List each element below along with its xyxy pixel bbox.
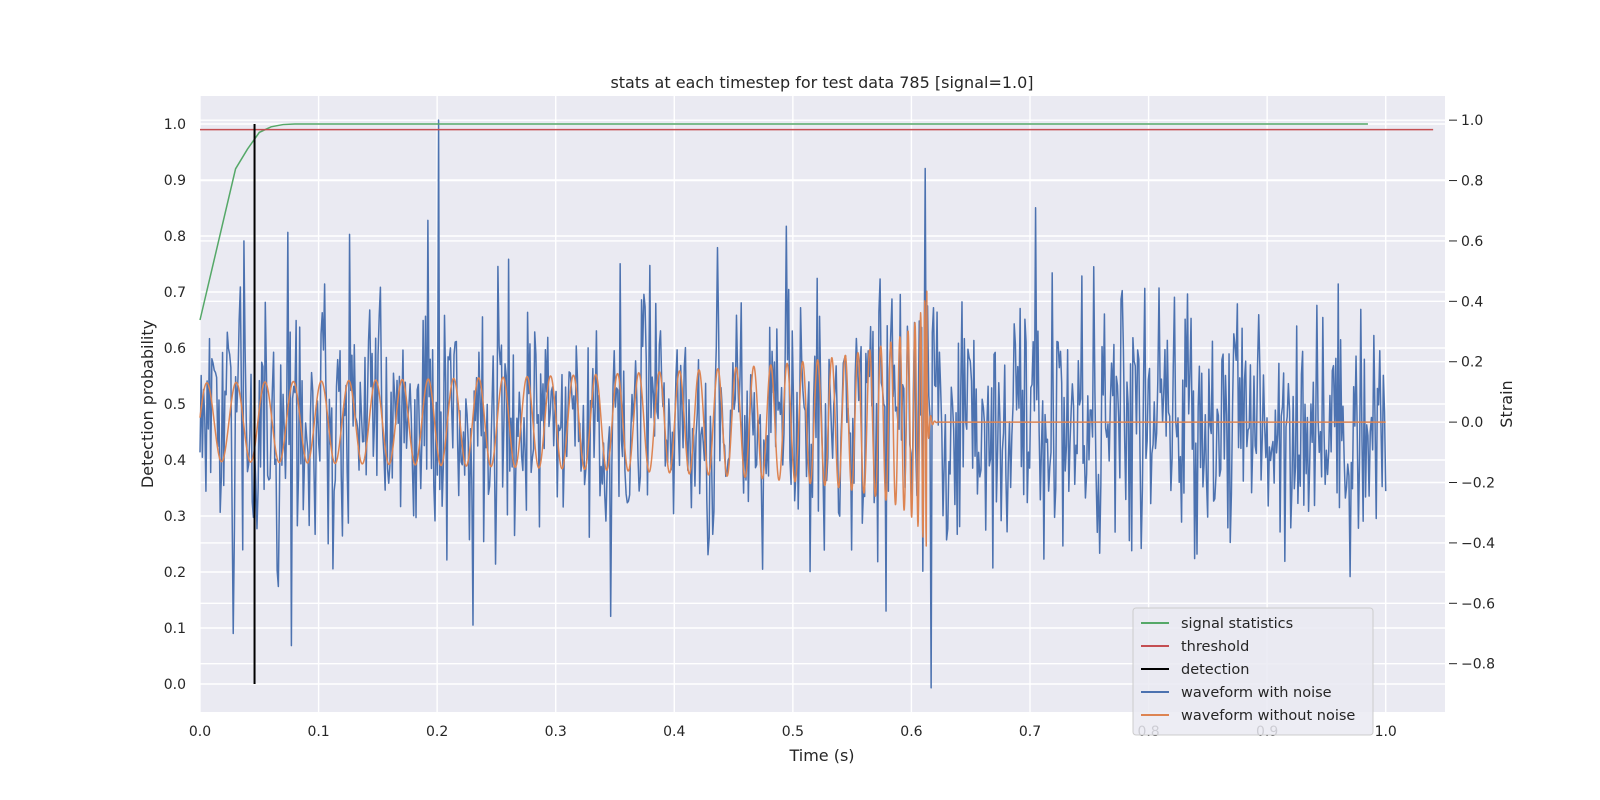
y-tick-label-left: 0.5 [164,397,186,413]
x-tick-label: 0.6 [900,724,922,740]
y-tick-label-right: 0.6 [1461,234,1483,250]
y-tick-label-left: 0.1 [164,621,186,637]
legend-box [1132,607,1374,736]
x-tick-label: 0.3 [545,724,567,740]
y-tick-label-left: 0.8 [164,229,186,245]
y-tick-label-right: −0.6 [1461,596,1495,612]
legend-label-detection: detection [1181,662,1249,678]
series-line-waveform-without-noise [199,290,1387,547]
y-tick-label-right: 0.2 [1461,355,1483,371]
x-tick-label: 0.2 [426,724,448,740]
x-tick-label: 0.7 [1019,724,1041,740]
x-tick-label: 0.1 [307,724,329,740]
y-axis-label-right: Strain [1497,380,1516,427]
series-layer [199,119,1434,689]
y-tick-label-left: 0.6 [164,341,186,357]
legend: signal statistics threshold detection wavef… [1132,607,1374,736]
y-tick-label-left: 0.9 [164,173,186,189]
y-tick-label-left: 0.7 [164,285,186,301]
legend-label-waveform-without-noise: waveform without noise [1181,708,1355,724]
legend-label-threshold: threshold [1181,639,1249,655]
x-axis-label: Time (s) [788,746,854,765]
y-tick-label-left: 0.2 [164,565,186,581]
y-tick-label-left: 0.0 [164,677,186,693]
x-tick-label: 1.0 [1375,724,1397,740]
y-axis-label-left: Detection probability [138,320,157,488]
y-tick-label-right: −0.4 [1461,536,1495,552]
chart-title: stats at each timestep for test data 785… [610,73,1033,92]
axes-layer: 0.0 0.1 0.2 0.3 0.4 0.5 0.6 0.7 0.8 0.9 1.0 0.0 0.1 0… [164,113,1495,740]
x-tick-label: 0.5 [782,724,804,740]
y-tick-label-right: 0.4 [1461,294,1483,310]
y-tick-label-left: 1.0 [164,117,186,133]
legend-label-signal-statistics: signal statistics [1181,616,1293,632]
y-tick-label-right: 1.0 [1461,113,1483,129]
y-tick-label-right: 0.8 [1461,174,1483,190]
series-line-signal-statistics [199,123,1368,321]
x-tick-label: 0.4 [663,724,685,740]
y-tick-label-right: 0.0 [1461,415,1483,431]
y-tick-label-right: −0.2 [1461,476,1495,492]
y-tick-label-left: 0.3 [164,509,186,525]
y-tick-label-right: −0.8 [1461,657,1495,673]
y-tick-label-left: 0.4 [164,453,186,469]
x-tick-label: 0.0 [189,724,211,740]
legend-label-waveform-with-noise: waveform with noise [1181,685,1332,701]
